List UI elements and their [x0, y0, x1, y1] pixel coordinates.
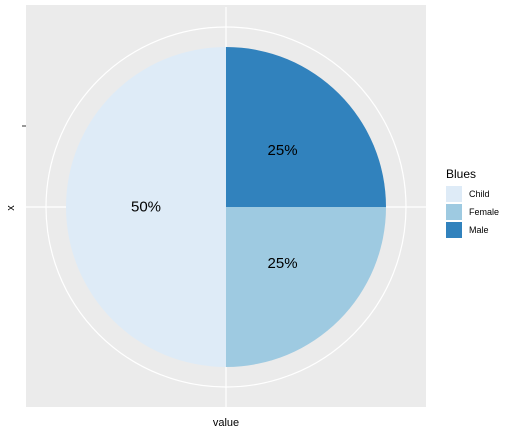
x-axis-title: value — [213, 417, 239, 429]
pie-slice-female — [226, 207, 386, 367]
legend-label-child: Child — [469, 189, 490, 199]
legend-key-male — [446, 222, 462, 238]
legend-label-male: Male — [469, 225, 489, 235]
slice-label-child: 50% — [131, 199, 161, 216]
legend-key-female — [446, 204, 462, 220]
pie-slice-child — [66, 47, 226, 367]
legend: Blues Child Female Male — [446, 167, 499, 238]
slice-labels: 25% 25% 50% — [131, 142, 298, 272]
legend-title: Blues — [446, 167, 476, 181]
pie-slices — [66, 47, 386, 367]
slice-label-male: 25% — [268, 142, 298, 159]
legend-label-female: Female — [469, 207, 499, 217]
slice-label-female: 25% — [268, 255, 298, 272]
y-axis-title: x — [5, 205, 17, 211]
legend-key-child — [446, 186, 462, 202]
pie-slice-male — [226, 47, 386, 207]
